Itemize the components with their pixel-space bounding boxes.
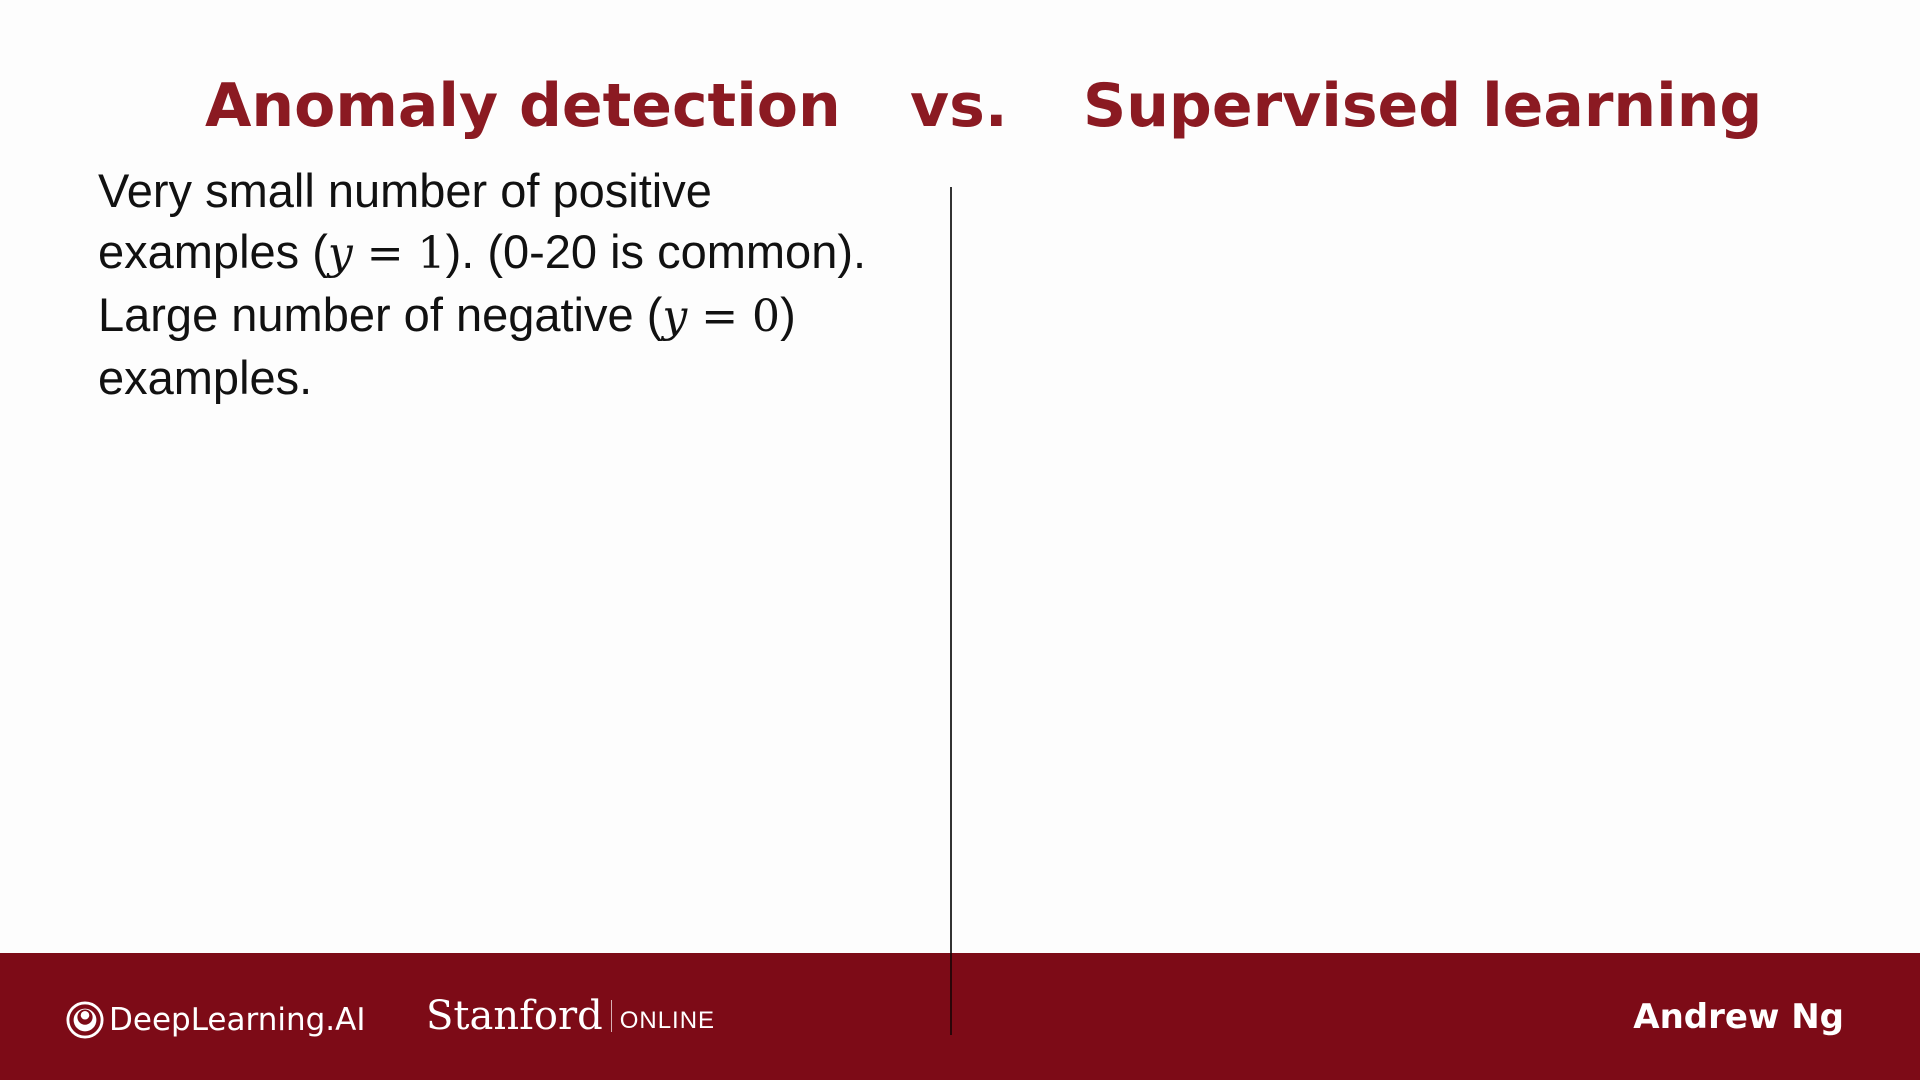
deeplearning-ai-logo-text: DeepLearning.AI [109,1002,366,1038]
stanford-logo-separator [610,1000,612,1032]
text-segment: examples ( [98,225,328,278]
text-segment: ). (0-20 is common). [445,225,867,278]
column-divider [950,187,952,1037]
title-supervised-learning: Supervised learning [1083,71,1763,141]
stanford-online-text: ONLINE [619,1007,716,1034]
stanford-online-logo: Stanford ONLINE [426,991,715,1041]
anomaly-detection-column: Very small number of positive examples (… [98,160,938,408]
deeplearning-ai-logo-icon [66,1001,104,1039]
text-segment: ) [780,288,796,341]
math-y-equals-0: y = 0 [662,291,780,342]
text-segment: Large number of negative ( [98,288,663,341]
slide-title: Anomaly detection vs. Supervised learnin… [0,66,1920,146]
math-y-equals-1: y = 1 [328,228,446,279]
left-text-line-4: examples. [98,351,313,404]
title-vs: vs. [910,71,1008,141]
left-text-line-2: examples (y = 1). (0-20 is common). [98,221,938,284]
math-var-y: y [327,228,353,279]
math-var-y: y [662,291,688,342]
footer-bar: DeepLearning.AI Stanford ONLINE Andrew N… [0,953,1920,1080]
math-equals-0: = 0 [687,291,781,342]
left-text-line-3: Large number of negative (y = 0) [98,284,938,347]
deeplearning-ai-logo: DeepLearning.AI [66,1000,365,1040]
left-text-line-1: Very small number of positive [98,164,712,217]
title-anomaly-detection: Anomaly detection [205,71,841,141]
stanford-logo-text: Stanford [426,993,603,1039]
column-divider-footer [950,953,952,1035]
author-name: Andrew Ng [1633,997,1844,1037]
math-equals-1: = 1 [352,228,446,279]
